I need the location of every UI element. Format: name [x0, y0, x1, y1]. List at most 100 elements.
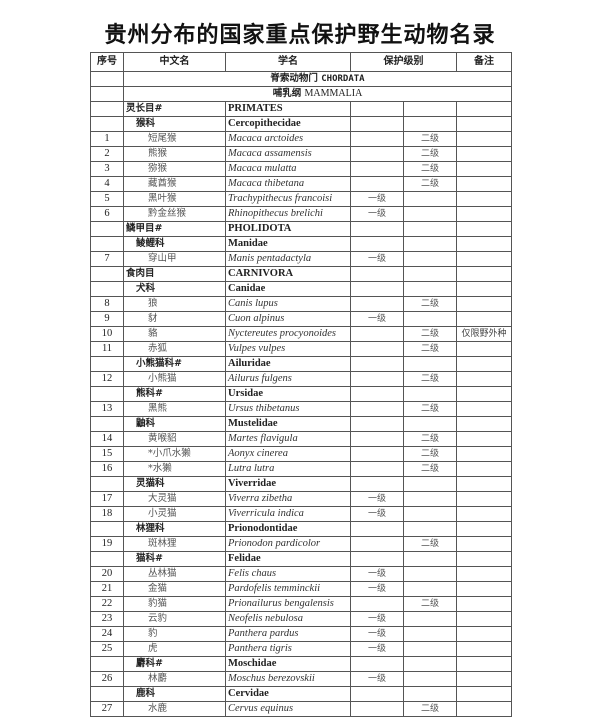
level-2 — [403, 311, 457, 327]
header-row: 序号 中文名 学名 保护级别 备注 — [90, 52, 512, 72]
phylum-cell: 脊索动物门 CHORDATA — [123, 71, 512, 87]
species-row: 14 黄喉貂 Martes flavigula 二级 — [90, 431, 512, 447]
chinese-name: 猫科# — [123, 551, 226, 567]
species-number: 15 — [90, 446, 124, 462]
scientific-name: Cervus equinus — [225, 701, 351, 717]
species-number: 6 — [90, 206, 124, 222]
scientific-name: Cervidae — [225, 686, 351, 702]
family-row: 灵猫科 Viverridae — [90, 476, 512, 492]
species-row: 26 林麝 Moschus berezovskii 一级 — [90, 671, 512, 687]
note — [456, 161, 512, 177]
empty — [350, 236, 404, 252]
scientific-name: Macaca thibetana — [225, 176, 351, 192]
empty — [403, 101, 457, 117]
class-row: 哺乳纲 MAMMALIA — [90, 86, 512, 102]
species-row: 3 猕猴 Macaca mulatta 二级 — [90, 161, 512, 177]
empty — [90, 266, 124, 282]
level-1 — [350, 326, 404, 342]
species-row: 17 大灵猫 Viverra zibetha 一级 — [90, 491, 512, 507]
empty — [403, 686, 457, 702]
species-row: 22 豹猫 Prionailurus bengalensis 二级 — [90, 596, 512, 612]
species-row: 5 黑叶猴 Trachypithecus francoisi 一级 — [90, 191, 512, 207]
header-num: 序号 — [90, 52, 124, 72]
chinese-name: 云豹 — [123, 611, 226, 627]
scientific-name: PRIMATES — [225, 101, 351, 117]
species-row: 8 狼 Canis lupus 二级 — [90, 296, 512, 312]
scientific-name: Felidae — [225, 551, 351, 567]
note — [456, 596, 512, 612]
species-row: 1 短尾猴 Macaca arctoides 二级 — [90, 131, 512, 147]
scientific-name: Panthera pardus — [225, 626, 351, 642]
note — [456, 641, 512, 657]
empty — [350, 551, 404, 567]
empty — [456, 236, 512, 252]
header-sci: 学名 — [225, 52, 351, 72]
level-2 — [403, 251, 457, 267]
empty — [403, 551, 457, 567]
family-row: 鼬科 Mustelidae — [90, 416, 512, 432]
level-2 — [403, 491, 457, 507]
note — [456, 401, 512, 417]
family-row: 鲮鲤科 Manidae — [90, 236, 512, 252]
level-1: 一级 — [350, 506, 404, 522]
level-2: 二级 — [403, 341, 457, 357]
empty — [456, 686, 512, 702]
empty — [456, 386, 512, 402]
empty — [456, 476, 512, 492]
species-number: 9 — [90, 311, 124, 327]
level-1: 一级 — [350, 251, 404, 267]
species-row: 20 丛林猫 Felis chaus 一级 — [90, 566, 512, 582]
scientific-name: Martes flavigula — [225, 431, 351, 447]
empty — [350, 686, 404, 702]
level-1 — [350, 146, 404, 162]
empty — [350, 476, 404, 492]
note — [456, 566, 512, 582]
level-1 — [350, 371, 404, 387]
species-table: 序号 中文名 学名 保护级别 备注 脊索动物门 CHORDATA 哺乳纲 MAM… — [90, 52, 512, 717]
empty — [350, 101, 404, 117]
level-2: 二级 — [403, 161, 457, 177]
scientific-name: Nyctereutes procyonoides — [225, 326, 351, 342]
scientific-name: CARNIVORA — [225, 266, 351, 282]
chinese-name: 金猫 — [123, 581, 226, 597]
empty — [456, 281, 512, 297]
empty — [90, 416, 124, 432]
scientific-name: Ursus thibetanus — [225, 401, 351, 417]
level-2: 二级 — [403, 596, 457, 612]
species-number: 16 — [90, 461, 124, 477]
species-row: 10 貉 Nyctereutes procyonoides 二级 仅限野外种 — [90, 326, 512, 342]
level-1 — [350, 701, 404, 717]
species-row: 24 豹 Panthera pardus 一级 — [90, 626, 512, 642]
species-number: 17 — [90, 491, 124, 507]
level-2: 二级 — [403, 146, 457, 162]
family-row: 猫科# Felidae — [90, 551, 512, 567]
level-1 — [350, 176, 404, 192]
level-1 — [350, 296, 404, 312]
species-number: 23 — [90, 611, 124, 627]
scientific-name: Pardofelis temminckii — [225, 581, 351, 597]
note — [456, 341, 512, 357]
note — [456, 626, 512, 642]
chinese-name: 鼬科 — [123, 416, 226, 432]
level-2: 二级 — [403, 296, 457, 312]
chinese-name: 小熊猫 — [123, 371, 226, 387]
empty — [90, 101, 124, 117]
empty — [403, 356, 457, 372]
level-1 — [350, 401, 404, 417]
empty — [403, 281, 457, 297]
scientific-name: Viverricula indica — [225, 506, 351, 522]
family-row: 鹿科 Cervidae — [90, 686, 512, 702]
level-1: 一级 — [350, 671, 404, 687]
chinese-name: 灵猫科 — [123, 476, 226, 492]
empty — [350, 116, 404, 132]
species-row: 4 藏酋猴 Macaca thibetana 二级 — [90, 176, 512, 192]
scientific-name: Rhinopithecus brelichi — [225, 206, 351, 222]
level-1: 一级 — [350, 581, 404, 597]
empty — [403, 386, 457, 402]
scientific-name: Prionodontidae — [225, 521, 351, 537]
chinese-name: 水鹿 — [123, 701, 226, 717]
header-cn: 中文名 — [123, 52, 226, 72]
level-2 — [403, 506, 457, 522]
chinese-name: 豹 — [123, 626, 226, 642]
species-number: 26 — [90, 671, 124, 687]
